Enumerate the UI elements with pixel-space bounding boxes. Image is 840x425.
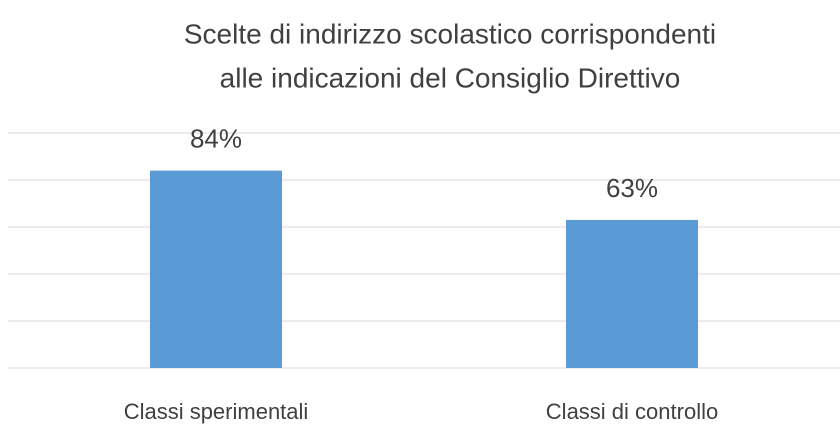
data-label: 84% [190, 123, 242, 153]
x-tick-label: Classi di controllo [546, 399, 718, 424]
x-tick-label: Classi sperimentali [124, 399, 309, 424]
chart-title: Scelte di indirizzo scolastico corrispon… [184, 18, 716, 49]
data-label: 63% [606, 173, 658, 203]
chart-title: alle indicazioni del Consiglio Direttivo [220, 62, 681, 93]
bar [150, 170, 282, 368]
bar [566, 219, 698, 368]
